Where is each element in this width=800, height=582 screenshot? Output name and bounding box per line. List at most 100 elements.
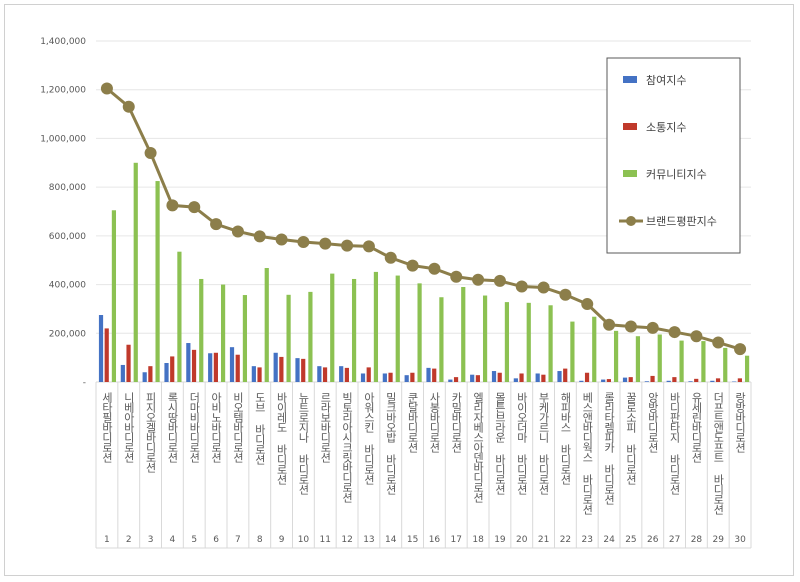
line-point-15 <box>406 259 419 272</box>
rank-label: 28 <box>691 535 703 545</box>
rank-label: 30 <box>734 535 746 545</box>
bar-커뮤니티지수-24 <box>613 330 619 382</box>
rank-label: 20 <box>516 535 528 545</box>
bar-소통지수-20 <box>519 373 524 382</box>
bar-참여지수-8 <box>251 366 256 382</box>
rank-label: 14 <box>385 535 397 545</box>
bar-참여지수-9 <box>273 352 278 382</box>
bar-참여지수-11 <box>317 366 322 382</box>
bar-커뮤니티지수-18 <box>482 295 488 382</box>
bar-커뮤니티지수-3 <box>155 181 160 382</box>
rank-label: 2 <box>126 535 132 545</box>
rank-label: 8 <box>257 535 263 545</box>
bar-커뮤니티지수-22 <box>570 321 575 382</box>
bar-참여지수-1 <box>98 315 104 382</box>
rank-label: 6 <box>213 535 219 545</box>
bar-참여지수-13 <box>360 373 366 382</box>
legend-label: 브랜드평판지수 <box>646 215 717 228</box>
legend-label: 참여지수 <box>646 74 686 87</box>
x-tick-label: 세타필바디로션 <box>100 392 113 463</box>
bar-커뮤니티지수-30 <box>744 355 750 382</box>
line-point-4 <box>166 199 179 212</box>
line-point-26 <box>646 321 659 334</box>
rank-label: 19 <box>494 535 506 545</box>
bar-커뮤니티지수-23 <box>592 316 597 382</box>
x-tick-label: 더프트앤도프트 바디로션 <box>712 392 725 515</box>
line-point-27 <box>668 326 681 339</box>
rank-label: 3 <box>148 535 154 545</box>
line-point-11 <box>319 237 332 250</box>
line-point-19 <box>493 274 506 287</box>
bar-소통지수-8 <box>257 367 262 382</box>
x-tick-label: 베스앤바디웍스 바디로션 <box>581 392 594 515</box>
line-point-13 <box>362 240 375 253</box>
line-point-12 <box>341 239 354 252</box>
legend-label: 소통지수 <box>646 121 686 134</box>
legend-marker <box>626 216 636 226</box>
x-tick-label: 더마비바디로션 <box>188 392 201 463</box>
rank-label: 25 <box>625 535 636 545</box>
bar-커뮤니티지수-19 <box>504 302 510 382</box>
bar-소통지수-12 <box>344 367 349 382</box>
bar-커뮤니티지수-6 <box>220 284 226 382</box>
rank-label: 5 <box>191 535 197 545</box>
bar-참여지수-3 <box>142 372 147 382</box>
bar-참여지수-5 <box>186 343 191 382</box>
bar-소통지수-30 <box>737 378 742 382</box>
bar-소통지수-24 <box>606 379 611 382</box>
line-point-1 <box>100 82 113 95</box>
bar-소통지수-28 <box>694 378 699 382</box>
x-tick-label: 사봉바디로션 <box>428 392 441 453</box>
bar-참여지수-17 <box>448 379 453 382</box>
x-tick-label: 뉴트로지나 바디로션 <box>297 392 310 495</box>
bar-참여지수-25 <box>622 377 628 382</box>
bar-소통지수-9 <box>279 356 284 382</box>
bar-커뮤니티지수-8 <box>264 268 269 382</box>
x-tick-label: 아워스킨 바디로션 <box>362 392 375 485</box>
bar-커뮤니티지수-2 <box>133 162 138 382</box>
rank-label: 9 <box>279 535 285 545</box>
x-tick-label: 꿀로소피 바디로션 <box>624 392 637 485</box>
bar-참여지수-23 <box>579 380 584 382</box>
bar-커뮤니티지수-11 <box>330 273 335 382</box>
bar-참여지수-12 <box>339 366 344 382</box>
y-tick-label: 400,000 <box>49 281 86 291</box>
x-tick-label: 앙방바디로션 <box>646 392 659 453</box>
bar-소통지수-6 <box>213 352 218 382</box>
legend-swatch-참여지수 <box>623 76 637 83</box>
bar-커뮤니티지수-1 <box>111 210 117 382</box>
bar-참여지수-18 <box>470 374 475 382</box>
legend-swatch-커뮤니티지수 <box>623 170 637 177</box>
bar-참여지수-29 <box>710 380 715 382</box>
line-point-30 <box>734 343 747 356</box>
rank-label: 16 <box>429 535 441 545</box>
bar-커뮤니티지수-9 <box>286 294 291 382</box>
bar-소통지수-1 <box>104 328 109 382</box>
legend-swatch-소통지수 <box>623 123 637 130</box>
bar-소통지수-29 <box>715 378 721 382</box>
bar-참여지수-4 <box>164 363 169 382</box>
bar-커뮤니티지수-20 <box>526 302 531 382</box>
line-point-3 <box>144 147 157 160</box>
legend-label: 커뮤니티지수 <box>646 168 707 181</box>
rank-label: 21 <box>538 535 549 545</box>
x-tick-label: 도브 바디로션 <box>253 392 266 465</box>
y-tick-label: - <box>83 378 86 388</box>
x-tick-label: 엘리자베스아덴바디로션 <box>472 392 485 503</box>
bar-커뮤니티지수-5 <box>199 278 204 382</box>
x-tick-label: 록시땅바디로션 <box>166 392 179 463</box>
bar-참여지수-20 <box>513 378 518 382</box>
bar-소통지수-26 <box>650 375 655 382</box>
x-tick-label: 피지오겔바디로션 <box>144 392 157 473</box>
line-point-14 <box>384 251 397 264</box>
rank-label: 29 <box>713 535 725 545</box>
line-point-28 <box>690 330 703 343</box>
bar-커뮤니티지수-13 <box>373 271 379 382</box>
line-point-23 <box>581 298 594 311</box>
bar-소통지수-16 <box>432 368 437 382</box>
rank-label: 27 <box>669 535 680 545</box>
line-point-29 <box>712 336 725 349</box>
x-tick-label: 밀크바오밥 바디로션 <box>384 392 397 495</box>
line-point-20 <box>515 280 528 293</box>
line-point-10 <box>297 235 310 248</box>
